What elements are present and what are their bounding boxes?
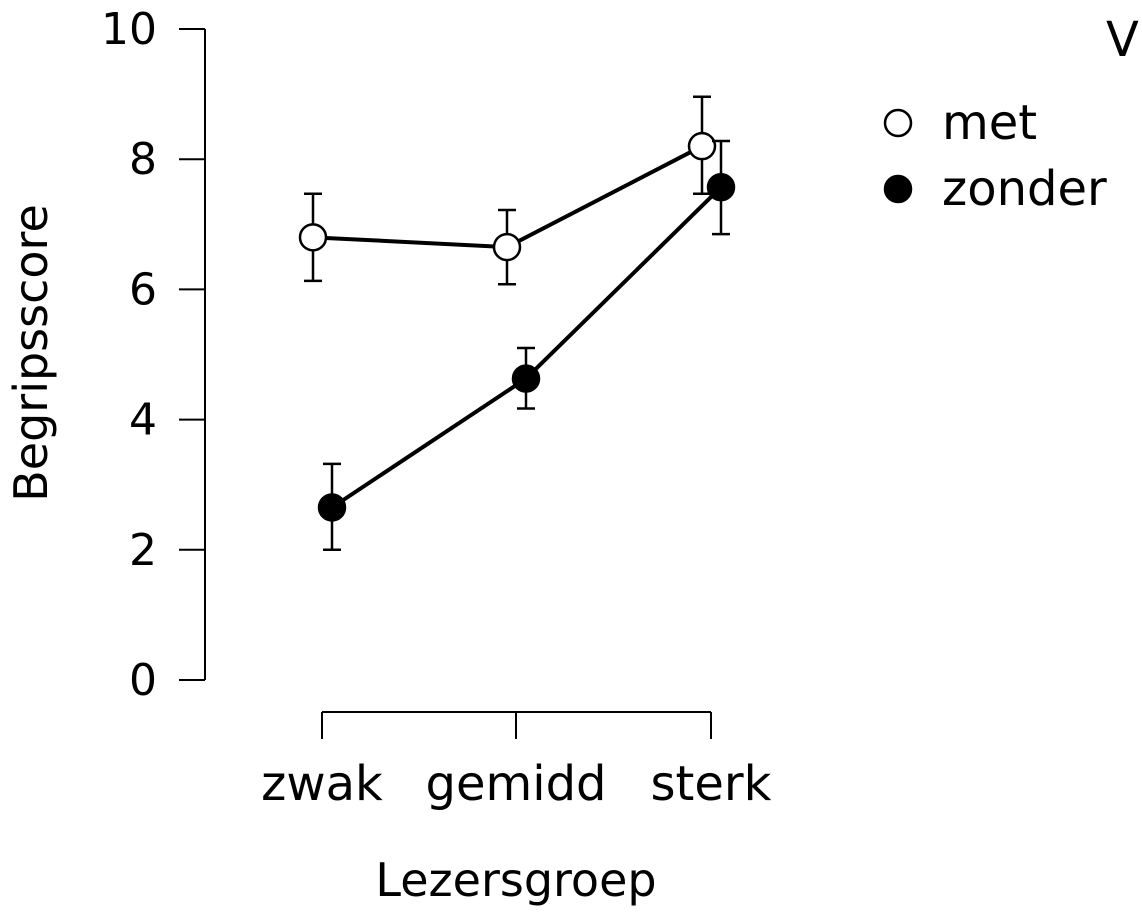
y-tick-label: 2 [129,525,157,576]
data-point [298,223,328,252]
legend-title: V [1106,12,1139,68]
y-tick-label: 0 [129,655,157,706]
legend-label: zonder [942,161,1107,217]
data-point [511,364,541,393]
data-point [706,172,736,202]
legend: V met zonder [883,12,1139,217]
x-axis: zwak gemidd sterk [261,711,772,812]
x-tick-label: sterk [651,756,772,812]
y-tick-label: 4 [129,395,157,446]
x-axis-title: Lezersgroep [375,853,656,907]
legend-marker [883,108,913,138]
y-tick-label: 10 [101,4,157,55]
series-layer [298,95,736,552]
y-axis: 0 2 4 6 8 10 [101,4,206,706]
series-zonder [317,139,736,552]
legend-marker [883,174,913,204]
legend-label: met [942,95,1037,151]
data-point [492,232,522,262]
y-tick-label: 6 [129,264,157,315]
y-axis-title: Begripsscore [4,204,58,502]
x-tick-label: gemidd [425,756,606,812]
series-met [298,95,717,286]
y-tick-label: 8 [129,134,157,185]
x-tick-label: zwak [261,756,383,812]
data-point [687,131,717,161]
data-point [317,493,347,522]
